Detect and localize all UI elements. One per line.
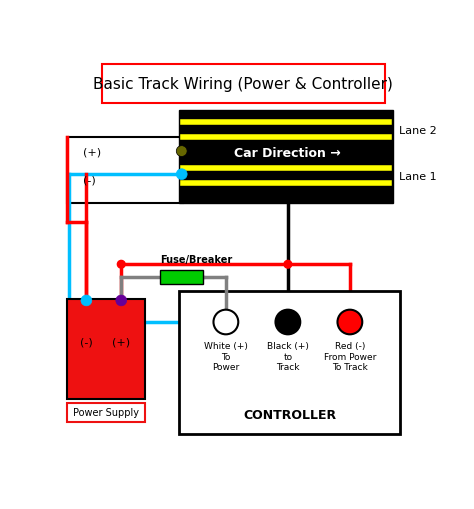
Bar xyxy=(102,65,385,103)
Circle shape xyxy=(337,310,362,334)
Circle shape xyxy=(275,310,300,334)
Bar xyxy=(67,138,183,203)
Text: Power Supply: Power Supply xyxy=(73,407,139,417)
Circle shape xyxy=(116,295,127,306)
Circle shape xyxy=(176,169,187,180)
Text: (+): (+) xyxy=(112,336,130,347)
Circle shape xyxy=(118,261,125,269)
Text: Basic Track Wiring (Power & Controller): Basic Track Wiring (Power & Controller) xyxy=(93,77,393,92)
Text: (-): (-) xyxy=(80,336,93,347)
Text: Car Direction →: Car Direction → xyxy=(235,147,341,160)
Bar xyxy=(179,292,400,434)
Text: White (+)
To
Power: White (+) To Power xyxy=(204,342,248,372)
Circle shape xyxy=(284,261,292,269)
Circle shape xyxy=(81,295,92,306)
Bar xyxy=(179,111,392,203)
Text: (+): (+) xyxy=(82,147,100,157)
Text: Lane 2: Lane 2 xyxy=(399,125,437,135)
Text: (-): (-) xyxy=(82,175,95,185)
Bar xyxy=(67,299,145,399)
Circle shape xyxy=(176,147,187,157)
Circle shape xyxy=(213,310,238,334)
Text: CONTROLLER: CONTROLLER xyxy=(243,408,337,421)
Bar xyxy=(160,270,202,284)
Text: Lane 1: Lane 1 xyxy=(399,172,437,181)
Bar xyxy=(67,403,145,422)
Text: Fuse/Breaker: Fuse/Breaker xyxy=(160,254,232,265)
Text: Black (+)
to
Track: Black (+) to Track xyxy=(267,342,309,372)
Text: Red (-)
From Power
To Track: Red (-) From Power To Track xyxy=(324,342,376,372)
